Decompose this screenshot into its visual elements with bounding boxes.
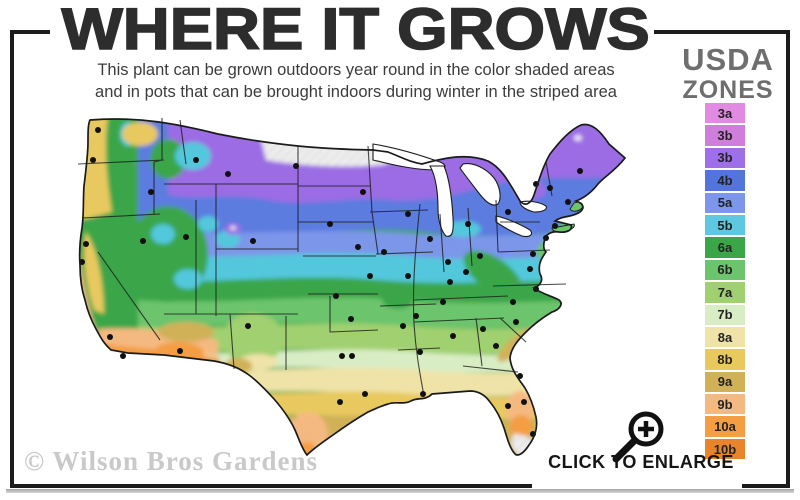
- legend-swatch-4b: 4b: [705, 170, 745, 191]
- legend-swatch-9b: 9b: [705, 394, 745, 415]
- legend-title-usda: USDA: [682, 42, 774, 77]
- city-dot: [349, 353, 355, 359]
- city-dot: [400, 323, 406, 329]
- subtitle-line-1: This plant can be grown outdoors year ro…: [97, 61, 615, 79]
- city-dot: [327, 221, 333, 227]
- city-dot: [148, 189, 154, 195]
- city-dot: [530, 251, 536, 257]
- city-dot: [513, 319, 519, 325]
- city-dot: [177, 348, 183, 354]
- city-dot: [547, 185, 553, 191]
- city-dot: [140, 238, 146, 244]
- city-dot: [445, 259, 451, 265]
- city-dot: [477, 253, 483, 259]
- page-title: WHERE IT GROWS: [61, 0, 651, 63]
- state-borders: [77, 118, 567, 397]
- city-dot: [293, 163, 299, 169]
- legend-swatch-5a: 5a: [705, 192, 745, 213]
- city-dot: [447, 279, 453, 285]
- city-dot: [450, 333, 456, 339]
- legend-swatch-3a: 3a: [705, 103, 745, 124]
- city-dot: [333, 293, 339, 299]
- city-dot: [90, 157, 96, 163]
- legend-swatch-7b: 7b: [705, 304, 745, 325]
- city-dot: [95, 127, 101, 133]
- city-dot: [427, 236, 433, 242]
- legend-swatch-6a: 6a: [705, 237, 745, 258]
- city-dot: [405, 273, 411, 279]
- city-dot: [183, 234, 189, 240]
- legend-title-zones: ZONES: [682, 76, 774, 104]
- legend-swatch-6b: 6b: [705, 259, 745, 281]
- city-dot: [413, 313, 419, 319]
- city-dot: [505, 403, 511, 409]
- city-dot: [480, 326, 486, 332]
- city-dot: [527, 266, 533, 272]
- city-dot: [362, 391, 368, 397]
- city-dot: [510, 299, 516, 305]
- city-dot: [355, 244, 361, 250]
- city-dot: [465, 221, 471, 227]
- map-zones-paint: [79, 118, 626, 455]
- city-dot: [193, 157, 199, 163]
- city-dot: [250, 238, 256, 244]
- city-dot: [552, 223, 558, 229]
- city-dot: [417, 349, 423, 355]
- subtitle: This plant can be grown outdoors year ro…: [32, 60, 680, 104]
- legend-swatch-7a: 7a: [705, 282, 745, 303]
- city-dot: [565, 199, 571, 205]
- legend-swatch-5b: 5b: [705, 214, 745, 236]
- city-dot: [463, 269, 469, 275]
- lake-huron: [459, 163, 501, 206]
- city-dot: [225, 171, 231, 177]
- city-dot: [521, 399, 527, 405]
- frame-gap-bottom: [532, 476, 742, 490]
- legend-swatch-10b: 10b: [705, 438, 745, 460]
- city-dots: [79, 127, 583, 437]
- city-dot: [440, 299, 446, 305]
- city-dot: [337, 399, 343, 405]
- magnifier-plus-icon[interactable]: [606, 408, 670, 466]
- zone-legend: 3a 3b 3b 4b 5a 5b 6a 6b 7a 7b 8a 8b 9a 9b 10a 10b: [705, 103, 745, 461]
- click-to-enlarge-button[interactable]: CLICK TO ENLARGE: [548, 452, 734, 472]
- city-dot: [339, 353, 345, 359]
- city-dot: [405, 211, 411, 217]
- city-dot: [120, 353, 126, 359]
- legend-swatch-3b: 3b: [705, 147, 745, 169]
- city-dot: [420, 391, 426, 397]
- legend-swatch-9a: 9a: [705, 371, 745, 393]
- city-dot: [577, 168, 583, 174]
- watermark: © Wilson Bros Gardens: [24, 446, 318, 476]
- city-dot: [360, 189, 366, 195]
- city-dot: [493, 343, 499, 349]
- city-dot: [83, 241, 89, 247]
- legend-swatch-8b: 8b: [705, 349, 745, 370]
- frame-gap-top: [50, 26, 654, 40]
- city-dot: [367, 273, 373, 279]
- usa-zone-map[interactable]: [68, 104, 668, 468]
- subtitle-line-2: and in pots that can be brought indoors …: [95, 82, 617, 101]
- city-dot: [348, 316, 354, 322]
- legend-swatch-10a: 10a: [705, 416, 745, 437]
- lake-michigan: [429, 165, 454, 237]
- legend-title: USDA ZONES: [668, 44, 788, 103]
- city-dot: [107, 334, 113, 340]
- legend-swatch-3b: 3b: [705, 125, 745, 146]
- usa-outline: [78, 118, 627, 457]
- city-dot: [505, 209, 511, 215]
- city-dot: [245, 323, 251, 329]
- legend-swatch-8a: 8a: [705, 326, 745, 348]
- city-dot: [381, 249, 387, 255]
- image-bottom-shadow: [6, 489, 794, 493]
